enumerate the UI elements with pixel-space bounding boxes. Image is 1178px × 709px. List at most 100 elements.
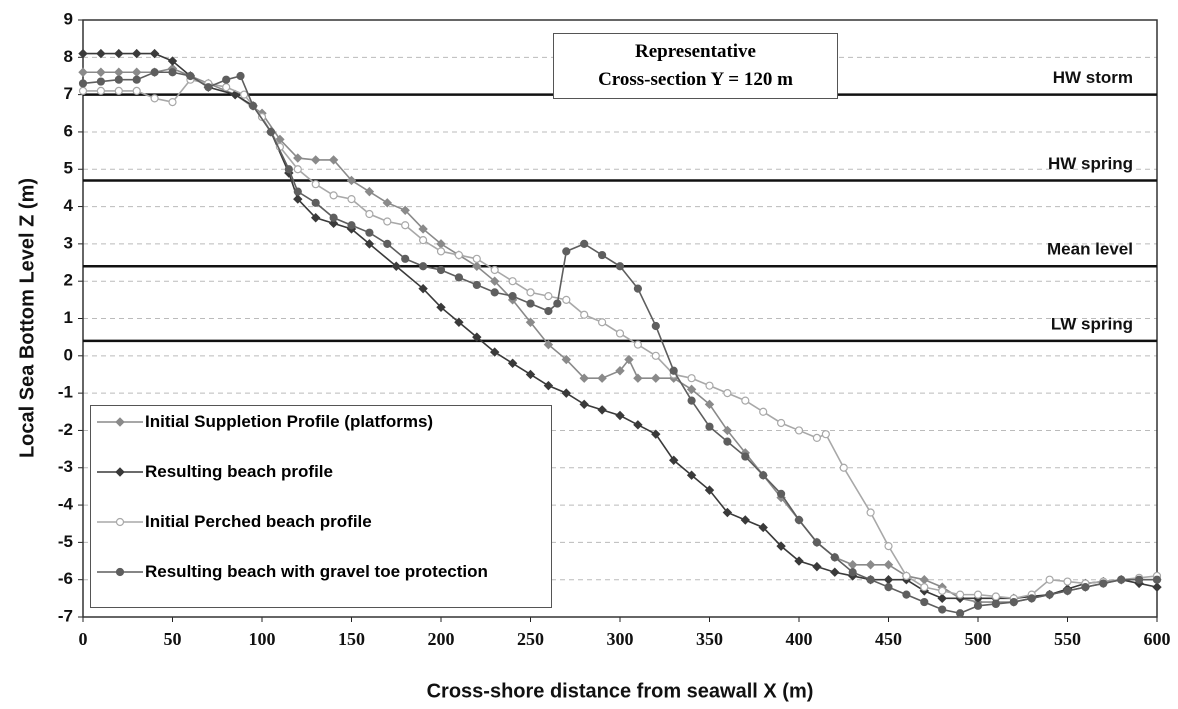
marker	[920, 583, 929, 592]
marker	[740, 515, 751, 525]
marker	[615, 410, 625, 421]
marker	[490, 288, 499, 297]
reference-label: Mean level	[1047, 240, 1133, 259]
marker	[830, 553, 839, 562]
legend-swatch	[97, 567, 143, 577]
marker	[615, 262, 625, 271]
marker	[902, 590, 911, 599]
marker	[722, 425, 733, 436]
marker	[722, 507, 733, 518]
x-tick-label: 0	[79, 629, 88, 649]
y-axis-label: Local Sea Bottom Level Z (m)	[16, 178, 38, 458]
marker	[597, 318, 607, 327]
x-tick-label: 500	[965, 629, 992, 649]
marker	[293, 194, 303, 204]
marker	[454, 250, 463, 260]
marker	[651, 351, 660, 360]
marker	[776, 541, 786, 551]
marker	[651, 321, 660, 331]
marker	[222, 83, 231, 92]
marker	[794, 515, 804, 525]
y-tick-label: 6	[64, 121, 73, 140]
marker	[418, 283, 428, 294]
x-tick-label: 450	[875, 629, 902, 649]
marker	[311, 180, 320, 189]
marker	[1045, 590, 1054, 599]
title-box: Representative Cross-section Y = 120 m	[553, 33, 838, 99]
marker	[883, 560, 894, 570]
marker	[1045, 575, 1054, 584]
reference-label: HW spring	[1048, 154, 1133, 173]
marker	[839, 463, 848, 472]
marker	[759, 471, 768, 480]
marker	[597, 373, 607, 383]
marker	[150, 94, 159, 103]
marker	[830, 567, 840, 577]
marker	[847, 560, 858, 570]
marker	[704, 399, 715, 410]
y-tick-label: 0	[64, 345, 73, 364]
marker	[78, 79, 88, 88]
marker	[131, 48, 142, 59]
marker	[687, 396, 696, 405]
marker	[1027, 594, 1036, 603]
title-line: Representative	[634, 41, 756, 62]
plot-frame	[82, 19, 1158, 618]
marker	[812, 433, 822, 442]
marker	[562, 295, 571, 304]
marker	[580, 310, 589, 319]
x-tick-label: 300	[607, 629, 634, 649]
marker	[651, 429, 661, 439]
marker	[382, 198, 393, 208]
y-tick-label: 8	[64, 47, 73, 66]
marker	[865, 560, 876, 570]
marker	[938, 586, 947, 595]
marker	[230, 89, 240, 100]
marker	[489, 347, 500, 357]
marker	[364, 239, 375, 249]
marker	[973, 601, 983, 610]
marker	[543, 380, 554, 391]
marker	[1009, 597, 1018, 607]
legend-swatch	[97, 417, 143, 427]
marker	[132, 75, 141, 84]
legend-item: Resulting beach with gravel toe protecti…	[95, 562, 547, 612]
marker	[222, 75, 231, 84]
marker	[401, 254, 410, 263]
marker	[624, 354, 634, 365]
marker	[132, 86, 141, 95]
x-tick-label: 600	[1144, 629, 1171, 649]
marker	[472, 254, 481, 263]
marker	[168, 68, 177, 77]
marker	[920, 597, 929, 607]
marker	[938, 605, 947, 614]
marker	[741, 396, 750, 405]
legend-item: Initial Suppletion Profile (platforms)	[95, 412, 547, 462]
marker	[543, 339, 554, 350]
marker	[1063, 586, 1072, 595]
marker	[347, 221, 356, 230]
marker	[991, 592, 1001, 601]
y-tick-label: -6	[58, 569, 73, 588]
marker	[96, 77, 106, 86]
marker	[311, 198, 320, 207]
marker	[490, 265, 499, 275]
marker	[149, 48, 160, 59]
marker	[436, 302, 446, 313]
marker	[919, 574, 930, 585]
y-tick-label: -5	[58, 532, 73, 551]
marker	[364, 186, 375, 197]
marker	[902, 571, 911, 581]
y-tick-label: -3	[58, 457, 73, 476]
marker	[526, 288, 535, 297]
title-line: Cross-section Y = 120 m	[598, 69, 793, 90]
marker	[615, 366, 625, 376]
marker	[686, 470, 697, 480]
marker	[794, 426, 804, 435]
marker	[114, 48, 124, 59]
marker	[579, 373, 589, 383]
marker	[1117, 575, 1126, 584]
marker	[248, 101, 258, 110]
marker	[266, 127, 276, 137]
marker	[167, 56, 178, 66]
